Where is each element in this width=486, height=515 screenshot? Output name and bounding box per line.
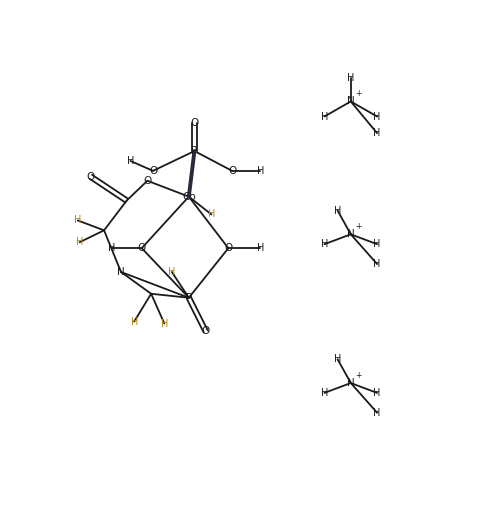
Text: H: H [373,259,381,269]
Text: H: H [76,237,83,247]
Text: H: H [168,267,175,277]
Text: N: N [347,378,355,388]
Text: H: H [74,215,81,226]
Text: O: O [191,118,199,128]
Text: H: H [208,210,215,219]
Text: H: H [373,112,381,122]
Text: N: N [117,267,125,277]
Text: H: H [334,354,341,364]
Text: H: H [257,243,264,253]
Text: H: H [373,128,381,138]
Text: H: H [321,388,328,398]
Text: H: H [131,317,138,327]
Text: P: P [186,293,192,303]
Text: O: O [149,166,157,176]
Text: O: O [224,243,232,253]
Text: P: P [191,146,198,156]
Text: H: H [334,205,341,215]
Text: H: H [373,408,381,418]
Text: O: O [143,176,152,186]
Text: +: + [355,89,362,98]
Text: H: H [373,239,381,249]
Text: N: N [347,229,355,239]
Text: H: H [373,388,381,398]
Text: H: H [347,73,354,83]
Text: H: H [108,243,115,253]
Text: H: H [321,112,328,122]
Text: H: H [257,166,264,176]
Text: N: N [347,96,355,107]
Text: O: O [228,166,236,176]
Text: Co: Co [182,192,196,202]
Text: O: O [138,243,146,253]
Text: +: + [355,222,362,231]
Text: H: H [321,239,328,249]
Text: O: O [202,327,210,336]
Text: H: H [127,156,134,166]
Text: H: H [161,318,168,329]
Text: +: + [355,371,362,380]
Text: O: O [87,172,95,182]
